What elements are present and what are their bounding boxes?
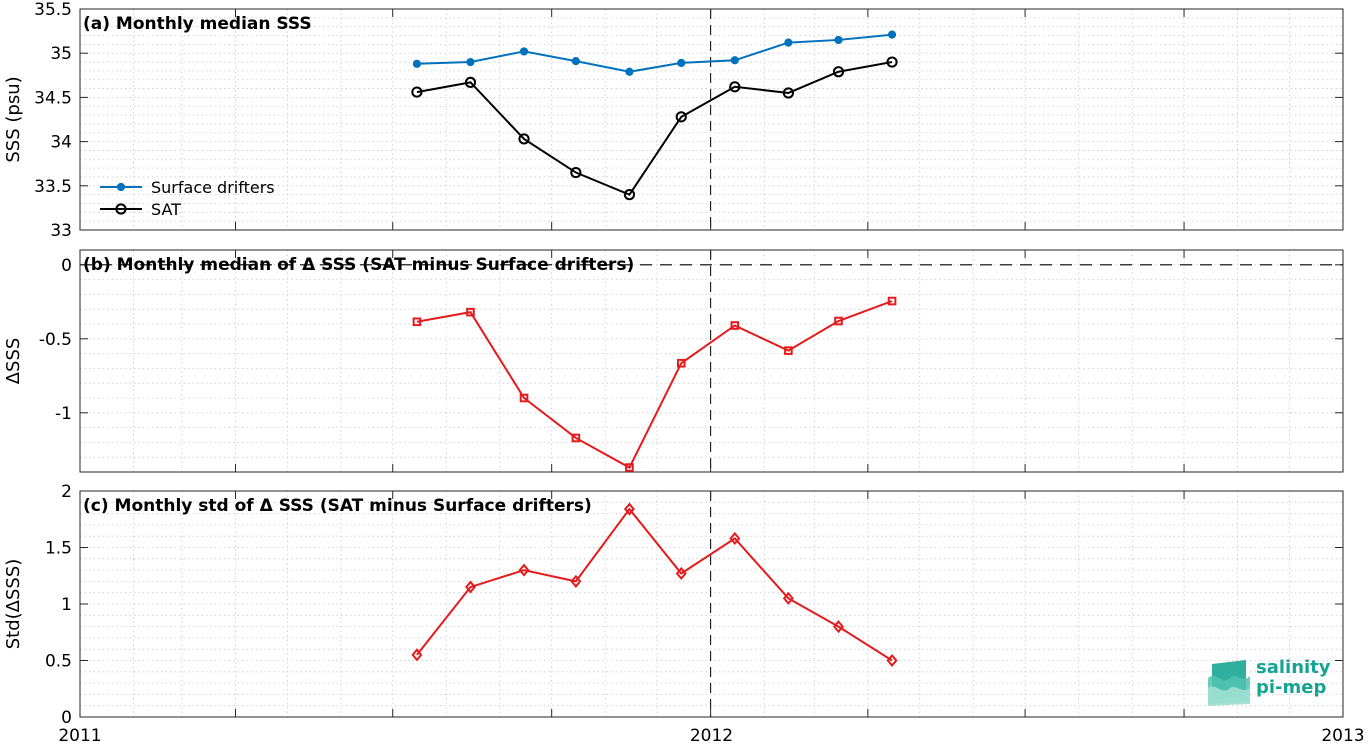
data-point — [412, 317, 422, 327]
legend-marker — [115, 203, 127, 215]
x-tick-label: 2011 — [58, 726, 101, 745]
data-point — [886, 56, 898, 68]
data-point — [464, 580, 476, 594]
data-point — [887, 30, 897, 39]
data-point — [729, 81, 741, 93]
data-point — [464, 76, 477, 88]
panel-title: (a) Monthly median SSS — [83, 14, 312, 34]
data-point — [887, 296, 897, 306]
y-tick-label: 2 — [61, 482, 72, 502]
grid — [80, 491, 1343, 717]
y-tick-label: 33 — [50, 221, 72, 241]
data-point — [675, 566, 687, 581]
y-tick-label: 34.5 — [34, 88, 72, 108]
data-point — [570, 574, 582, 588]
y-tick-label: 1.5 — [45, 539, 72, 559]
plot-background — [80, 250, 1343, 472]
data-point — [834, 35, 843, 45]
y-axis-label: SSS (psu) — [3, 76, 24, 162]
legend: Surface drifters SAT — [100, 178, 275, 219]
data-point — [571, 433, 581, 443]
axes-box — [79, 8, 1344, 231]
data-point — [676, 358, 686, 368]
data-point — [411, 86, 423, 98]
data-point — [519, 47, 529, 56]
legend-entry: Surface drifters — [151, 178, 275, 197]
logo-line-1: salinity — [1256, 657, 1331, 678]
data-point — [623, 189, 636, 201]
panel-b-median-delta-sss: -1 -0.5 0 ΔSSS (b) Monthly median of Δ SSS (… — [3, 249, 1344, 473]
series-line — [416, 33, 893, 73]
y-tick-label: 0 — [61, 256, 72, 276]
data-point — [571, 57, 580, 66]
x-tick-label: 2013 — [1321, 726, 1364, 745]
data-point — [832, 66, 845, 78]
x-tick-label: 2012 — [690, 726, 733, 745]
data-point — [518, 563, 530, 577]
data-point — [623, 502, 635, 516]
y-tick-label: 1 — [61, 595, 72, 615]
y-tick-label: 0.5 — [45, 652, 72, 672]
axes-box — [79, 249, 1344, 473]
y-axis-label: ΔSSS — [3, 338, 24, 385]
data-point — [412, 59, 422, 68]
legend-marker — [116, 182, 126, 192]
data-point — [784, 346, 793, 355]
y-tick-label: 0 — [61, 708, 72, 728]
data-point — [782, 87, 794, 99]
data-point — [834, 316, 843, 326]
salinity-pi-mep-logo: salinity pi-mep — [1206, 656, 1366, 708]
data-point — [677, 58, 686, 68]
series-line — [416, 300, 893, 469]
data-point — [730, 321, 740, 330]
data-point — [625, 67, 634, 76]
data-point — [411, 648, 423, 662]
y-tick-label: 34 — [50, 133, 72, 153]
panel-title: (c) Monthly std of Δ SSS (SAT minus Surf… — [83, 496, 592, 516]
y-tick-label: 33.5 — [34, 177, 72, 197]
data-point — [570, 166, 582, 179]
data-point — [518, 133, 530, 145]
y-tick-label: -0.5 — [39, 330, 72, 350]
series-line — [416, 507, 893, 662]
y-tick-label: 35 — [50, 44, 72, 64]
data-point — [832, 620, 844, 634]
data-point — [886, 653, 898, 668]
y-axis-label: Std(ΔSSS) — [3, 559, 24, 650]
panel-title: (b) Monthly median of Δ SSS (SAT minus S… — [83, 255, 634, 275]
data-point — [782, 591, 794, 605]
data-point — [784, 38, 793, 47]
data-point — [466, 307, 475, 317]
wave-icon — [1208, 660, 1250, 706]
legend-entry: SAT — [151, 200, 181, 219]
panel-c-std-delta-sss: 0 0.5 1 1.5 2 2011 2012 2013 Std(ΔSSS) (c) Monthl… — [3, 482, 1365, 745]
data-point — [519, 393, 529, 403]
data-point — [730, 56, 739, 65]
series-line — [416, 61, 893, 196]
data-point — [625, 463, 634, 472]
logo-line-2: pi-mep — [1256, 677, 1327, 698]
y-tick-label: -1 — [55, 404, 72, 424]
panel-a-monthly-median-sss: 33 33.5 34 34.5 35 35.5 SSS (psu) (a) Monthly m… — [3, 0, 1344, 241]
y-tick-label: 35.5 — [34, 0, 72, 20]
data-point — [675, 111, 687, 123]
data-point — [466, 57, 475, 67]
data-point — [729, 531, 741, 546]
